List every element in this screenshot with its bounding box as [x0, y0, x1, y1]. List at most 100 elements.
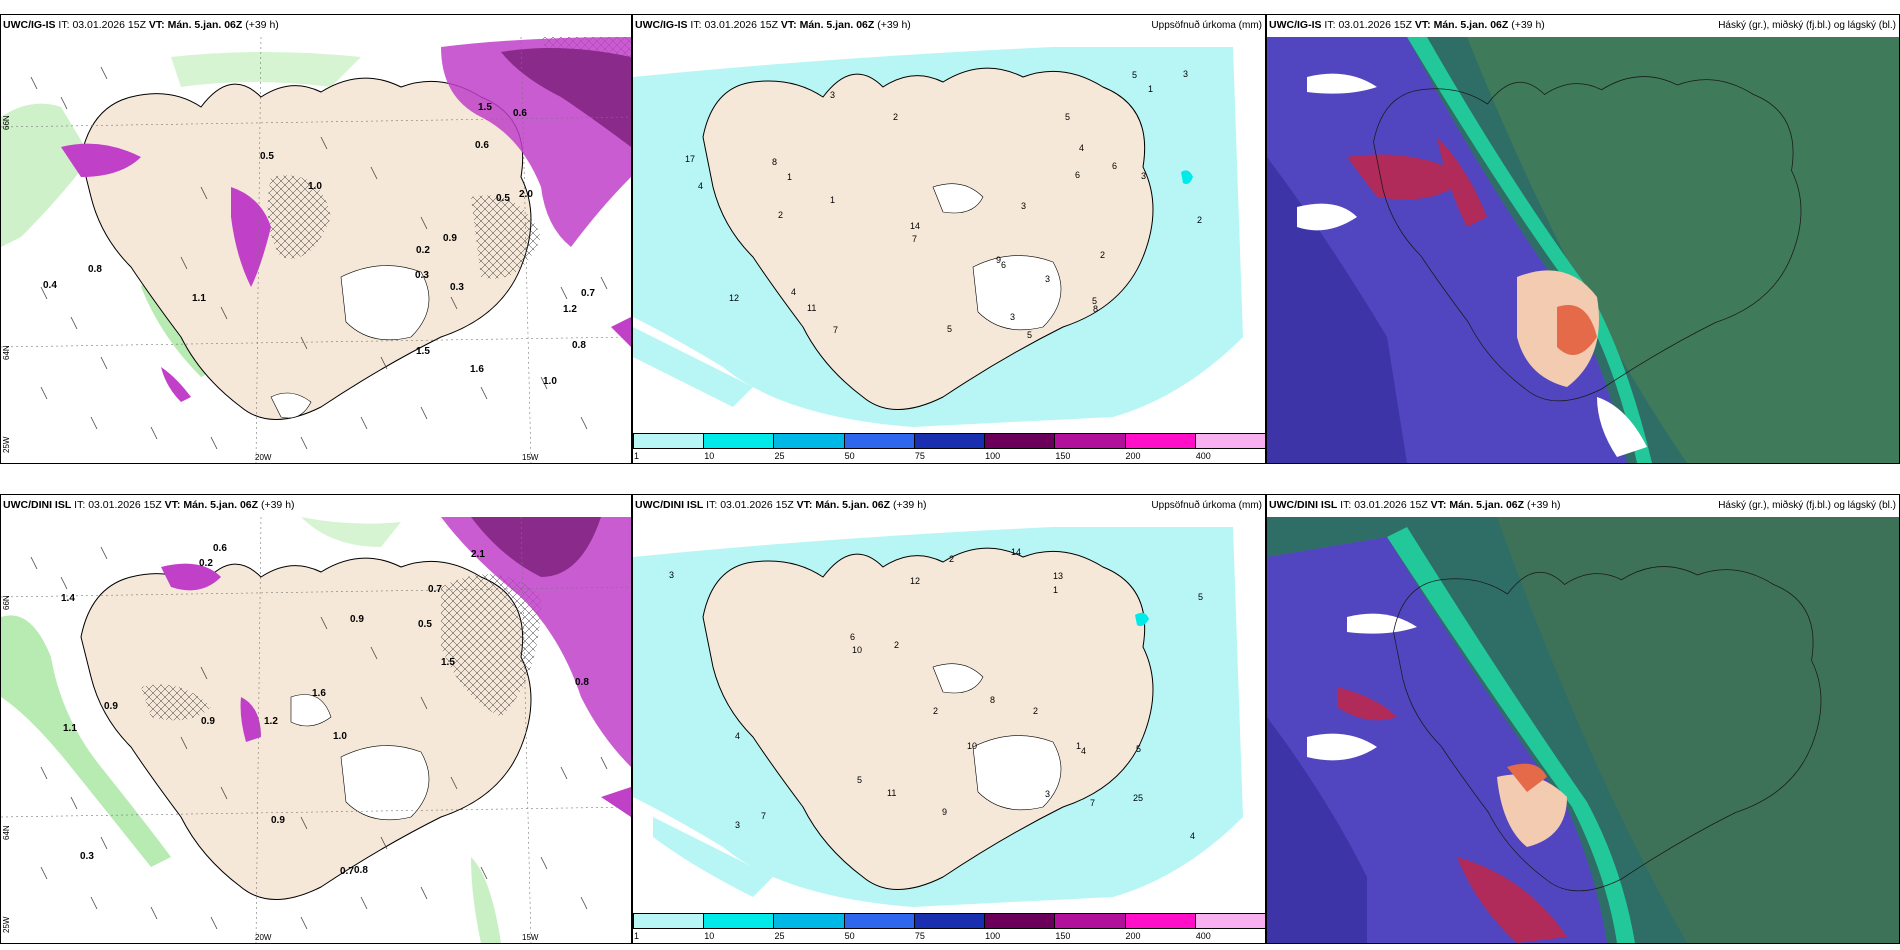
precip-value-label: 5	[1136, 744, 1141, 754]
precip-value-label: 8	[1093, 304, 1098, 314]
precip-value-label: 13	[1053, 571, 1063, 581]
light-precip-area	[471, 857, 501, 943]
glacier	[340, 745, 430, 821]
point-value-label: 0.4	[43, 280, 57, 291]
colorbar-label: 10	[704, 451, 715, 461]
point-value-label: 0.7	[581, 288, 595, 299]
panel-header: UWC/IG-IS IT: 03.01.2026 15Z VT: Mán. 5.…	[1269, 19, 1545, 31]
precip-value-label: 4	[1190, 831, 1195, 841]
precip-value-label: 5	[947, 324, 952, 334]
colorbar-swatch	[633, 913, 705, 929]
precip-value-label: 6	[1075, 170, 1080, 180]
colorbar-swatch	[913, 913, 986, 929]
precip-value-label: 1	[787, 172, 792, 182]
colorbar-swatch	[773, 913, 845, 929]
glacier	[290, 694, 332, 727]
point-value-label: 0.8	[572, 340, 586, 351]
heavy-precip-area	[240, 697, 261, 742]
precip-value-label: 2	[933, 706, 938, 716]
point-value-label: 0.6	[213, 543, 227, 554]
point-value-label: 1.0	[333, 731, 347, 742]
light-precip-area	[633, 327, 753, 407]
point-value-label: 1.6	[470, 364, 484, 375]
colorbar-swatch	[703, 913, 775, 929]
light-precip-area	[1, 615, 171, 867]
precip-value-label: 3	[830, 90, 835, 100]
point-value-label: 0.3	[450, 282, 464, 293]
precip-value-label: 11	[887, 788, 896, 798]
precip-value-label: 2	[893, 112, 898, 122]
colorbar-swatch	[1124, 433, 1196, 449]
row2-cloud-panel: UWC/DINI ISL IT: 03.01.2026 15Z VT: Mán.…	[1266, 494, 1900, 944]
precip-value-label: 10	[967, 741, 977, 751]
precip-value-label: 8	[990, 695, 995, 705]
precip-value-label: 3	[669, 570, 674, 580]
precip-value-label: 5	[857, 775, 862, 785]
precip-value-label: 3	[1045, 274, 1050, 284]
warm-spot	[1497, 774, 1567, 847]
precip-value-label: 7	[912, 234, 917, 244]
panel-header: UWC/DINI ISL IT: 03.01.2026 15Z VT: Mán.…	[3, 499, 295, 511]
hatched-area	[267, 175, 331, 259]
moderate-precip-spot	[1135, 612, 1149, 627]
colorbar: 1 10 25 50 75 100 150 200 400	[633, 433, 1265, 461]
glacier	[340, 265, 430, 341]
precip-value-label: 10	[852, 645, 862, 655]
wind-barbs	[30, 546, 608, 930]
colorbar-label: 25	[774, 451, 785, 461]
heavy-precip-area	[161, 563, 221, 591]
point-value-label: 1.4	[61, 593, 75, 604]
glacier	[932, 663, 984, 694]
precip-value-label: 14	[1011, 547, 1021, 557]
point-value-label: 0.9	[104, 701, 118, 712]
precip-value-label: 6	[1001, 260, 1006, 270]
precip-value-label: 3	[1045, 789, 1050, 799]
precip-value-label: 3	[1183, 69, 1188, 79]
colorbar-label: 75	[914, 931, 925, 941]
heavy-precip-area	[231, 187, 271, 287]
warm-spot	[1337, 687, 1397, 721]
lon-label: 15W	[522, 933, 539, 942]
warm-spot	[1457, 857, 1567, 943]
point-value-label: 1.0	[543, 376, 557, 387]
precip-value-label: 4	[698, 181, 703, 191]
colorbar-label: 200	[1125, 931, 1141, 941]
precip-value-label: 12	[910, 576, 920, 586]
warm-spot	[1347, 154, 1467, 200]
precip-value-label: 2	[778, 210, 783, 220]
precip-value-label: 7	[1090, 798, 1095, 808]
colorbar-label: 150	[1055, 451, 1071, 461]
colorbar-label: 100	[985, 931, 1001, 941]
map-svg: 0.3 0.7 0.5 1.2 1.5 0.6 2.0 1.0 0.8 1.6 0.9 0.2 0.4 0…	[1, 37, 631, 463]
light-precip-area	[1, 103, 91, 248]
grid-lines	[1, 37, 631, 463]
white-patch	[1307, 733, 1377, 761]
precip-value-label: 9	[996, 255, 1001, 265]
point-value-label: 0.2	[199, 558, 213, 569]
heavy-precip-area	[501, 48, 631, 147]
cloud-title: Háský (gr.), miðský (fj.bl.) og lágský (…	[1718, 20, 1896, 31]
grid-lines	[1, 517, 631, 943]
white-patch	[1597, 397, 1647, 457]
precip-value-label: 3	[1010, 312, 1015, 322]
precip-value-label: 2	[949, 554, 954, 564]
point-value-label: 2.0	[519, 189, 533, 200]
row1-cloud-panel: UWC/IG-IS IT: 03.01.2026 15Z VT: Mán. 5.…	[1266, 14, 1900, 464]
heavy-precip-area	[61, 143, 141, 177]
hatched-area	[141, 684, 211, 721]
point-value-label: 1.0	[308, 181, 322, 192]
heavy-precip-area	[601, 787, 631, 817]
lat-label: 25W	[2, 436, 11, 453]
precip-value-label: 11	[807, 303, 816, 313]
point-value-label: 1.2	[563, 304, 577, 315]
point-value-label: 0.5	[496, 193, 510, 204]
point-value-label: 0.5	[418, 619, 432, 630]
colorbar-label: 400	[1195, 451, 1211, 461]
colorbar-label: 150	[1055, 931, 1071, 941]
colorbar: 1 10 25 50 75 100 150 200 400	[633, 913, 1265, 941]
precip-value-label: 5	[1198, 592, 1203, 602]
colorbar-label: 25	[774, 931, 785, 941]
colorbar-swatch	[843, 913, 915, 929]
colorbar-label: 200	[1125, 451, 1141, 461]
precip-value-label: 5	[1092, 296, 1097, 306]
